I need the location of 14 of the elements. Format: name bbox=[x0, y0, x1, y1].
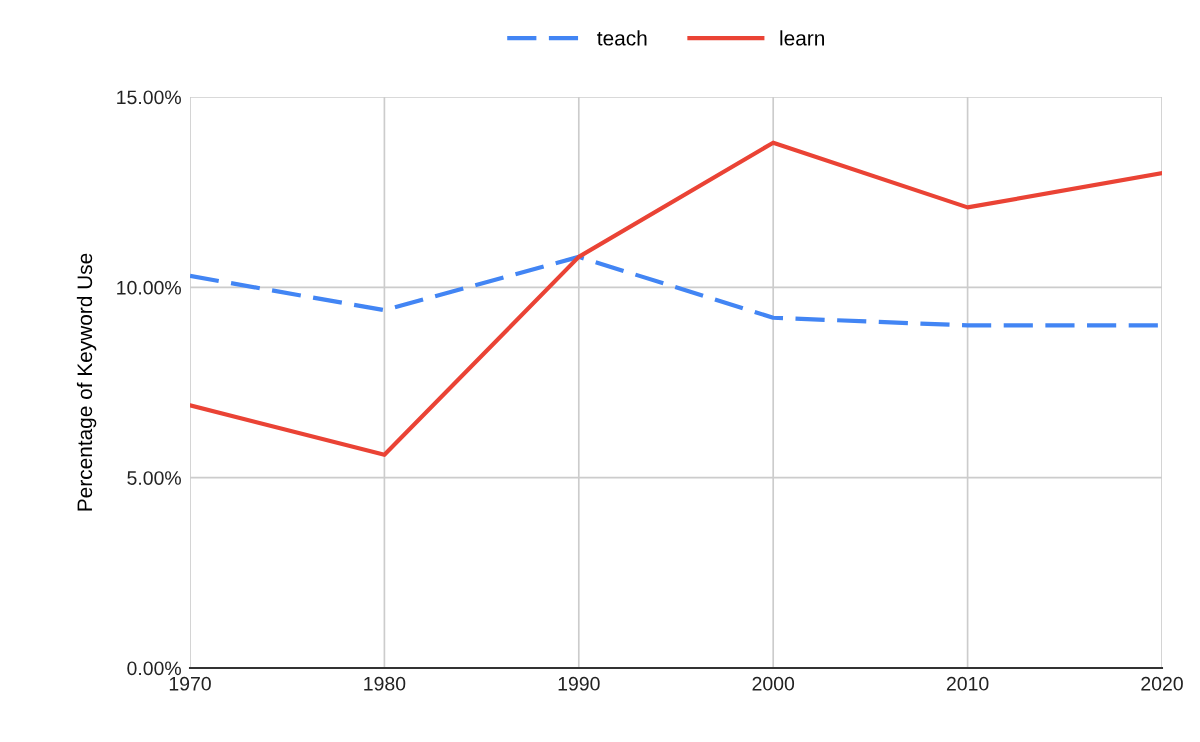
legend-label: teach bbox=[597, 30, 647, 46]
line-series bbox=[190, 140, 1162, 457]
x-tick-label: 1990 bbox=[558, 676, 600, 691]
y-axis-title: Percentage of Keyword Use bbox=[76, 253, 97, 511]
x-tick-label: 1970 bbox=[169, 676, 211, 691]
y-tick-label: 0.00% bbox=[127, 661, 181, 676]
y-tick-label: 5.00% bbox=[127, 471, 181, 485]
y-tick-label: 15.00% bbox=[117, 90, 181, 105]
x-tick-label: 2020 bbox=[1141, 676, 1183, 691]
x-tick-label: 2000 bbox=[752, 676, 795, 691]
x-tick-label: 1980 bbox=[364, 676, 406, 691]
x-tick-label: 2010 bbox=[946, 676, 989, 691]
y-tick-label: 10.00% bbox=[117, 280, 181, 295]
legend-label: learn bbox=[780, 30, 824, 46]
